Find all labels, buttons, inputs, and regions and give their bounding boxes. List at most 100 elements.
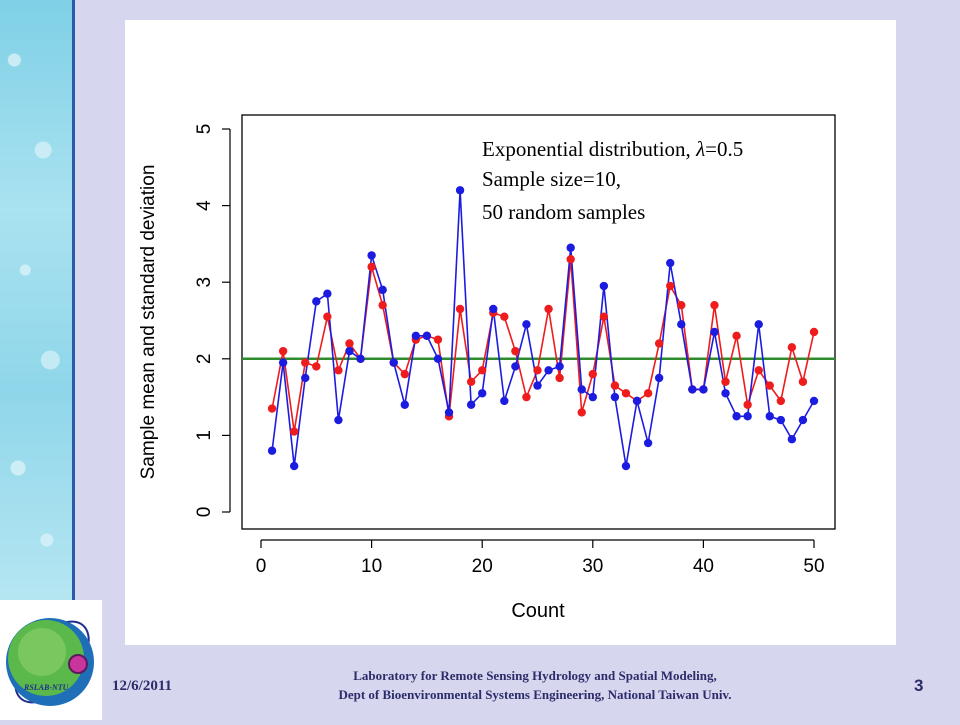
series-1-point	[301, 373, 310, 383]
lambda-symbol: λ	[695, 137, 705, 161]
series-1-point	[489, 304, 498, 314]
series-line-1	[271, 190, 815, 467]
x-tick-label: 20	[472, 556, 493, 577]
series-1-point	[544, 366, 553, 375]
series-1-point	[334, 415, 343, 425]
series-0-point	[433, 335, 443, 344]
series-0-point	[334, 366, 343, 375]
series-0-point	[765, 381, 774, 390]
annotation-prefix: Exponential distribution,	[482, 137, 696, 161]
y-tick-label: 4	[194, 200, 215, 211]
axes: 0 10 20 30 40 50 0 1 2 3 4 5	[194, 124, 825, 577]
series-0-point	[754, 366, 763, 375]
series-0-point	[654, 339, 664, 348]
series-1-point	[444, 408, 454, 417]
series-0-point	[289, 427, 299, 436]
series-1-point	[278, 358, 288, 367]
series-lines	[271, 190, 815, 467]
series-1-point	[688, 385, 697, 394]
series-0-point	[400, 369, 409, 379]
annotation-line-1: Exponential distribution, λ=0.5	[482, 137, 743, 161]
series-1-point	[312, 297, 321, 306]
series-1-point	[389, 358, 398, 367]
series-0-point	[610, 381, 620, 390]
series-0-point	[378, 300, 387, 310]
series-0-point	[511, 346, 520, 356]
series-1-point	[478, 389, 487, 398]
series-1-point	[411, 331, 421, 341]
y-axis-label: Sample mean and standard deviation	[138, 165, 159, 480]
series-1-point	[378, 285, 387, 295]
x-tick-label: 0	[256, 556, 267, 577]
series-0-point	[312, 362, 321, 371]
series-0-point	[776, 396, 786, 406]
series-0-point	[466, 377, 476, 386]
series-1-point	[533, 381, 542, 390]
series-0-point	[367, 262, 376, 272]
series-0-point	[522, 392, 531, 402]
plot-frame	[241, 114, 836, 530]
x-tick-label: 50	[803, 556, 824, 577]
series-0-point	[301, 358, 310, 367]
series-0-point	[566, 255, 575, 264]
series-0-point	[743, 400, 752, 409]
series-1-point	[588, 392, 597, 402]
decorative-water-strip	[0, 0, 72, 600]
series-1-point	[555, 362, 564, 371]
series-1-point	[267, 446, 277, 455]
slide-content-panel	[125, 20, 896, 645]
series-1-point	[599, 281, 609, 291]
series-0-point	[666, 281, 675, 291]
footer-date: 12/6/2011	[112, 678, 173, 694]
x-tick-label: 10	[361, 556, 382, 577]
strip-divider	[72, 0, 75, 600]
series-1-point	[787, 435, 797, 444]
series-0-point	[621, 389, 631, 398]
y-tick-label: 5	[194, 124, 215, 135]
series-1-point	[677, 320, 686, 329]
series-points	[267, 186, 819, 471]
series-1-point	[654, 373, 664, 383]
series-1-point	[776, 415, 786, 425]
series-1-point	[632, 396, 642, 406]
logo-text: RSLAB-NTU	[23, 683, 70, 692]
annotation-line-3: 50 random samples	[482, 200, 645, 224]
series-0-point	[599, 312, 609, 321]
series-1-point	[610, 392, 620, 402]
series-1-point	[367, 251, 376, 260]
series-1-point	[621, 461, 631, 471]
series-0-point	[278, 346, 288, 356]
series-1-point	[500, 396, 509, 406]
series-0-point	[478, 366, 487, 375]
series-0-point	[787, 343, 797, 352]
series-0-point	[533, 366, 542, 375]
lab-logo: RSLAB-NTU	[0, 600, 102, 720]
series-1-point	[699, 385, 708, 394]
footer-lab-line-1: Laboratory for Remote Sensing Hydrology …	[353, 668, 717, 683]
series-0-point	[555, 373, 564, 383]
series-0-point	[710, 300, 719, 310]
y-tick-label: 3	[194, 277, 215, 288]
y-tick-label: 2	[194, 354, 215, 365]
series-0-point	[643, 389, 653, 398]
series-1-point	[643, 438, 653, 448]
x-tick-label: 40	[693, 556, 714, 577]
series-0-point	[577, 408, 586, 417]
y-tick-label: 1	[194, 430, 215, 441]
series-1-point	[765, 412, 774, 421]
series-1-point	[798, 415, 808, 425]
series-0-point	[677, 300, 686, 310]
series-1-point	[577, 385, 586, 394]
series-0-point	[809, 327, 819, 337]
series-1-point	[732, 412, 741, 421]
series-0-point	[544, 304, 553, 314]
series-0-point	[267, 404, 277, 413]
series-0-point	[721, 377, 730, 386]
series-1-point	[433, 354, 443, 363]
series-0-point	[588, 369, 597, 379]
series-1-point	[522, 320, 531, 329]
footer-lab-line-2: Dept of Bioenvironmental Systems Enginee…	[338, 687, 732, 702]
series-1-point	[666, 258, 675, 268]
series-0-point	[323, 312, 332, 321]
series-1-point	[754, 320, 763, 329]
